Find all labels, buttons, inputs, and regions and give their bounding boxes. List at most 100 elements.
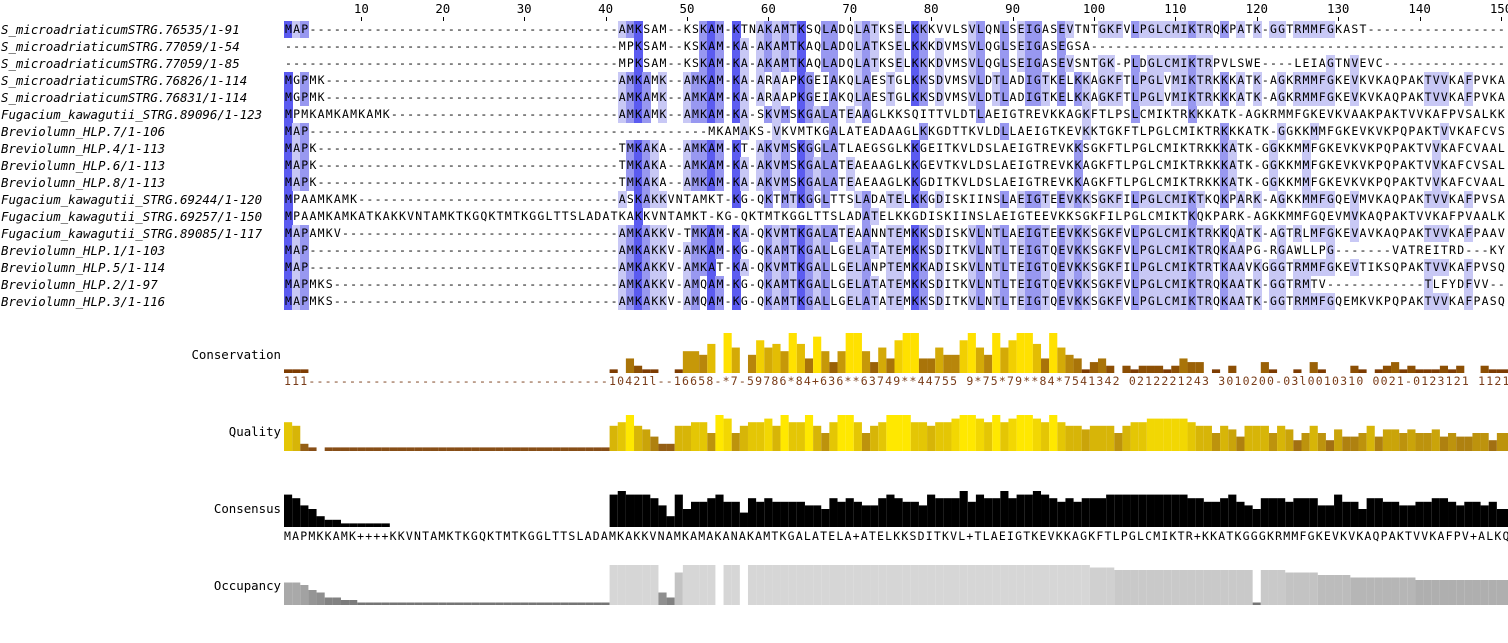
residue-cell: G bbox=[1253, 107, 1261, 121]
sequence-name[interactable]: Breviolumn_HLP.6/1-113 bbox=[1, 158, 166, 173]
residue-cell: - bbox=[594, 141, 602, 155]
residue-cell: K bbox=[1261, 107, 1269, 121]
sequence-name[interactable]: Fugacium_kawagutii_STRG.69244/1-120 bbox=[1, 192, 263, 207]
residue-cell: N bbox=[675, 192, 683, 206]
sequence-name[interactable]: Breviolumn_HLP.2/1-97 bbox=[1, 277, 158, 292]
residue-cell: V bbox=[944, 56, 952, 70]
residue-cell: V bbox=[1424, 209, 1432, 223]
residue-cell: - bbox=[366, 22, 374, 36]
sequence-name[interactable]: Fugacium_kawagutii_STRG.69257/1-150 bbox=[1, 209, 263, 224]
residue-cell: L bbox=[952, 22, 960, 36]
residue-cell: K bbox=[1212, 141, 1220, 155]
residue-cell: M bbox=[284, 123, 293, 140]
residue-cell: D bbox=[993, 124, 1001, 138]
conservation-bar bbox=[1089, 362, 1098, 373]
sequence-name[interactable]: Fugacium_kawagutii_STRG.89085/1-117 bbox=[1, 226, 263, 241]
quality-bar bbox=[650, 436, 659, 451]
residue-cell: - bbox=[1383, 56, 1391, 70]
residue-cell: S bbox=[1009, 22, 1017, 36]
residue-cell: V bbox=[1065, 276, 1075, 293]
consensus-bar bbox=[699, 501, 708, 527]
sequence-name[interactable]: S_microadriaticumSTRG.76535/1-91 bbox=[1, 22, 240, 37]
residue-cell: - bbox=[749, 277, 756, 291]
residue-cell: - bbox=[561, 56, 569, 70]
residue-cell: - bbox=[350, 260, 358, 274]
residue-cell: - bbox=[447, 90, 455, 104]
residue-cell: Q bbox=[985, 39, 992, 53]
residue-cell: S bbox=[887, 56, 895, 70]
sequence-name[interactable]: S_microadriaticumSTRG.77059/1-54 bbox=[1, 39, 240, 54]
residue-cell: I bbox=[960, 209, 968, 223]
sequence-name[interactable]: Fugacium_kawagutii_STRG.89096/1-123 bbox=[1, 107, 263, 122]
residue-cell: V bbox=[1343, 141, 1351, 155]
consensus-bar bbox=[1448, 501, 1457, 527]
sequence-name[interactable]: Breviolumn_HLP.5/1-114 bbox=[1, 260, 166, 275]
residue-cell: F bbox=[1302, 209, 1310, 223]
sequence-name[interactable]: Breviolumn_HLP.8/1-113 bbox=[1, 175, 166, 190]
conservation-bar bbox=[1399, 369, 1408, 373]
quality-bar bbox=[324, 447, 333, 451]
residue-cell: M bbox=[780, 140, 790, 157]
residue-cell: P bbox=[1212, 56, 1220, 70]
residue-cell: - bbox=[610, 90, 618, 104]
residue-cell: - bbox=[1326, 277, 1334, 291]
residue-cell: I bbox=[1009, 209, 1017, 223]
sequence-name[interactable]: Breviolumn_HLP.7/1-106 bbox=[1, 124, 166, 139]
sequence-name[interactable]: Breviolumn_HLP.3/1-116 bbox=[1, 294, 166, 309]
residue-cell: D bbox=[838, 56, 846, 70]
residue-cell: M bbox=[691, 72, 700, 89]
residue-cell: A bbox=[813, 106, 823, 123]
quality-bar bbox=[853, 422, 862, 451]
sequence-name[interactable]: S_microadriaticumSTRG.76826/1-114 bbox=[1, 73, 248, 88]
quality-bar bbox=[552, 447, 561, 451]
sequence-name[interactable]: S_microadriaticumSTRG.76831/1-114 bbox=[1, 90, 248, 105]
residue-cell: - bbox=[561, 73, 569, 87]
residue-cell: F bbox=[1310, 141, 1318, 155]
residue-cell: T bbox=[1423, 191, 1433, 208]
residue-cell: V bbox=[1481, 90, 1489, 104]
quality-bar bbox=[503, 447, 512, 451]
sequence-row[interactable]: ----------------------------------------… bbox=[284, 55, 1505, 72]
residue-cell: S bbox=[1090, 277, 1098, 291]
consensus-bar bbox=[756, 501, 765, 527]
residue-cell: - bbox=[1335, 277, 1343, 291]
consensus-bar bbox=[1195, 498, 1204, 527]
residue-cell: - bbox=[529, 39, 537, 53]
sequence-row[interactable]: ----------------------------------------… bbox=[284, 38, 1505, 55]
sequence-name[interactable]: S_microadriaticumSTRG.77059/1-85 bbox=[1, 56, 240, 71]
quality-bar bbox=[1464, 436, 1473, 451]
residue-cell: G bbox=[1066, 39, 1074, 53]
residue-cell: G bbox=[919, 141, 927, 155]
residue-cell: A bbox=[879, 175, 887, 189]
residue-cell: - bbox=[447, 141, 455, 155]
conservation-bar bbox=[1374, 369, 1383, 373]
residue-cell: M bbox=[1294, 175, 1302, 189]
residue-cell: R bbox=[1212, 124, 1220, 138]
sequence-name[interactable]: Breviolumn_HLP.4/1-113 bbox=[1, 141, 166, 156]
occupancy-bar bbox=[471, 602, 480, 605]
residue-cell: S bbox=[960, 56, 968, 70]
residue-cell: F bbox=[1114, 72, 1124, 89]
residue-cell: - bbox=[496, 141, 504, 155]
residue-cell: M bbox=[1278, 107, 1286, 121]
residue-cell: - bbox=[439, 192, 447, 206]
residue-cell: E bbox=[1057, 242, 1067, 259]
residue-cell: K bbox=[1204, 141, 1212, 155]
sequence-name[interactable]: Breviolumn_HLP.1/1-103 bbox=[1, 243, 166, 258]
residue-cell: K bbox=[960, 192, 968, 206]
